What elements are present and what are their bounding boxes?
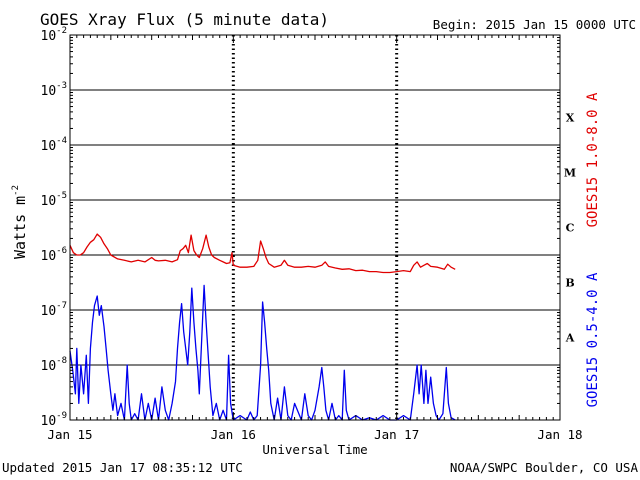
begin-label: Begin: 2015 Jan 15 0000 UTC (433, 17, 636, 32)
flare-class-label: M (564, 167, 576, 180)
x-axis-label: Universal Time (262, 442, 367, 457)
legend-long-channel: GOES15 1.0-8.0 A (585, 92, 601, 227)
legend-short-channel: GOES15 0.5-4.0 A (585, 272, 601, 407)
flare-class-label: C (566, 222, 575, 235)
chart-title: GOES Xray Flux (5 minute data) (40, 10, 329, 29)
x-tick-label: Jan 18 (537, 427, 582, 442)
y-tick-label: 10-2 (41, 26, 68, 44)
x-tick-label: Jan 17 (374, 427, 419, 442)
source-credit: NOAA/SWPC Boulder, CO USA (450, 460, 639, 475)
y-axis-label: Watts m-2 (11, 185, 29, 259)
series-line-short-channel (69, 284, 456, 421)
y-tick-label: 10-7 (41, 301, 68, 319)
y-tick-label: 10-6 (41, 246, 68, 264)
y-tick-label: 10-3 (41, 81, 68, 99)
updated-timestamp: Updated 2015 Jan 17 08:35:12 UTC (2, 460, 243, 475)
y-tick-label: 10-9 (41, 411, 68, 429)
flare-class-label: X (566, 112, 575, 125)
y-tick-label: 10-8 (41, 356, 68, 374)
y-tick-label: 10-5 (41, 191, 68, 209)
flare-class-label: B (565, 277, 574, 290)
y-tick-label: 10-4 (41, 136, 68, 154)
flare-class-label: A (565, 332, 575, 345)
x-tick-label: Jan 15 (47, 427, 92, 442)
x-tick-label: Jan 16 (211, 427, 256, 442)
series-line-long-channel (69, 233, 456, 274)
